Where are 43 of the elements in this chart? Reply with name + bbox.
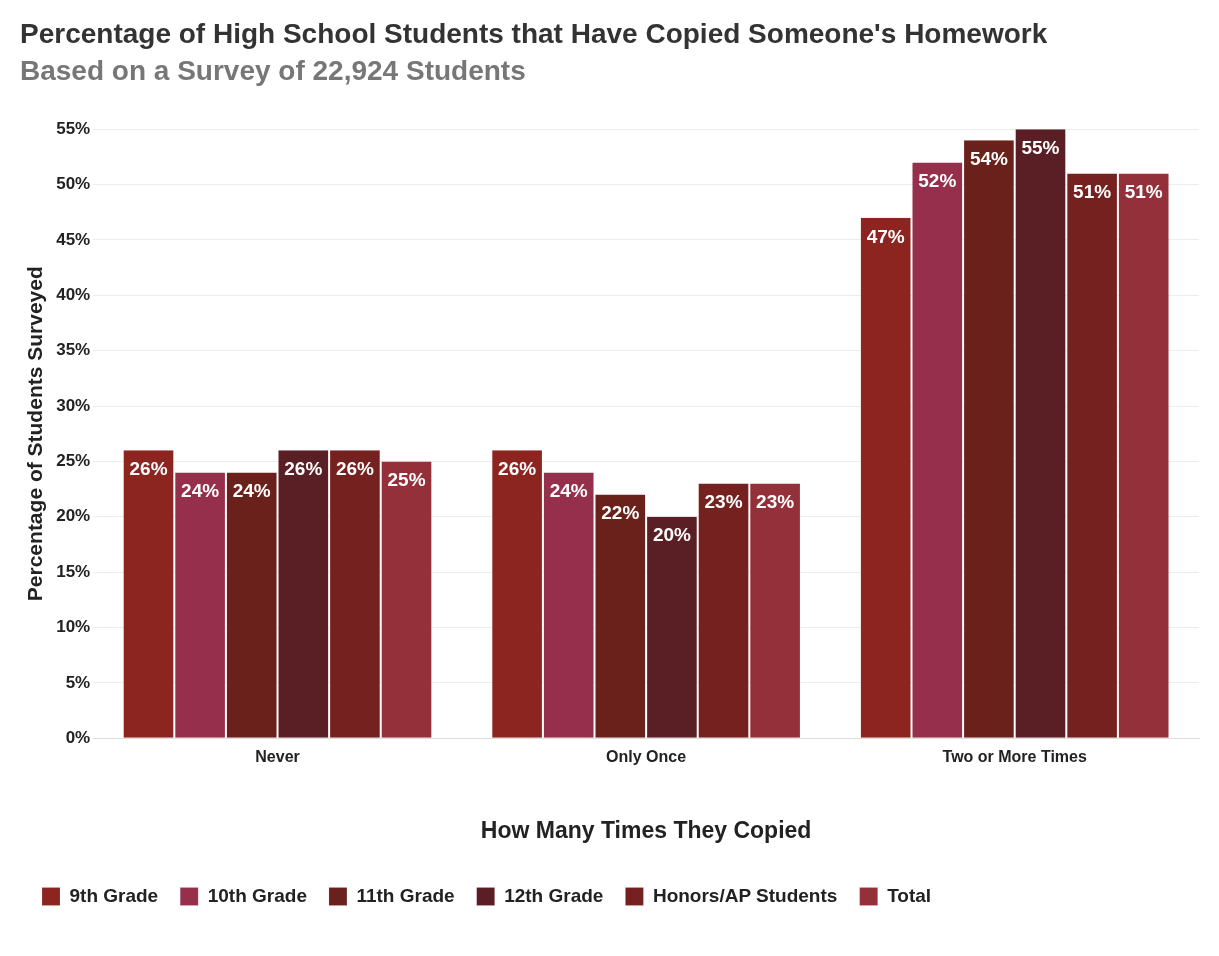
y-tick-label: 35% bbox=[56, 340, 91, 360]
data-label: 26% bbox=[284, 458, 323, 480]
y-tick-label: 45% bbox=[56, 229, 91, 249]
legend-label: 11th Grade bbox=[356, 884, 455, 906]
legend-label: 10th Grade bbox=[207, 884, 307, 906]
y-tick-label: 25% bbox=[56, 451, 91, 471]
data-label: 51% bbox=[1073, 181, 1112, 203]
data-label: 23% bbox=[704, 491, 743, 513]
data-label: 26% bbox=[335, 458, 375, 480]
data-label: 51% bbox=[1124, 181, 1163, 203]
x-tick-label: Two or More Times bbox=[942, 748, 1087, 766]
legend-label: Total bbox=[887, 884, 932, 906]
y-tick-label: 20% bbox=[56, 506, 91, 526]
y-tick-label: 50% bbox=[56, 174, 91, 194]
chart-subtitle: Based on a Survey of 22,924 Students bbox=[20, 55, 526, 87]
data-label: 24% bbox=[232, 480, 271, 502]
x-tick-label: Only Once bbox=[606, 748, 687, 766]
data-label: 25% bbox=[387, 469, 426, 491]
data-label: 55% bbox=[1021, 136, 1060, 158]
y-tick-label: 55% bbox=[56, 118, 91, 138]
data-label: 23% bbox=[756, 491, 795, 513]
data-label: 54% bbox=[969, 148, 1009, 170]
y-tick-label: 0% bbox=[65, 727, 91, 747]
y-tick-label: 15% bbox=[56, 561, 91, 581]
data-label: 20% bbox=[652, 524, 692, 546]
data-label: 24% bbox=[549, 480, 588, 502]
data-label: 47% bbox=[866, 225, 905, 247]
data-label: 26% bbox=[129, 458, 168, 480]
legend-label: 9th Grade bbox=[69, 884, 159, 906]
chart-title: Percentage of High School Students that Have Copied Someone's Homework bbox=[20, 17, 1048, 49]
legend-label: Honors/AP Students bbox=[652, 884, 838, 906]
x-tick-label: Never bbox=[255, 748, 300, 766]
x-axis-title: How Many Times They Copied bbox=[480, 816, 812, 843]
data-label: 24% bbox=[181, 480, 220, 502]
y-axis-title: Percentage of Students Surveyed bbox=[23, 266, 47, 602]
y-tick-label: 40% bbox=[56, 284, 91, 304]
legend-label: 12th Grade bbox=[504, 884, 604, 906]
y-tick-label: 10% bbox=[56, 617, 91, 637]
data-label: 26% bbox=[498, 458, 537, 480]
data-label: 52% bbox=[918, 170, 957, 192]
y-tick-label: 30% bbox=[56, 395, 91, 415]
y-tick-label: 5% bbox=[65, 672, 91, 692]
data-label: 22% bbox=[601, 502, 640, 524]
